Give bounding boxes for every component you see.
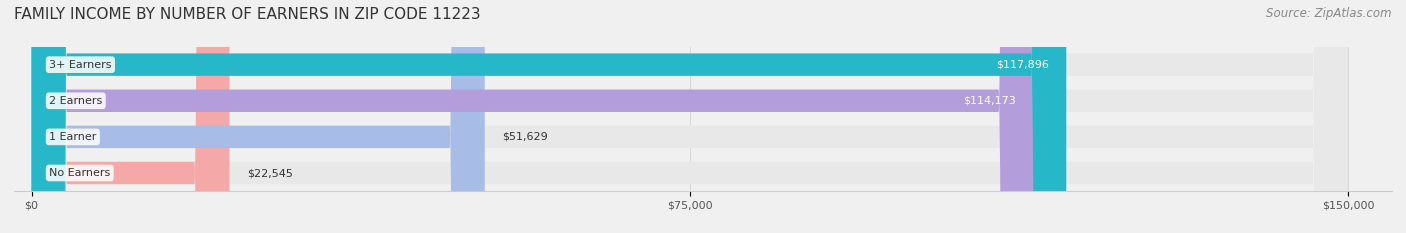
Text: 3+ Earners: 3+ Earners (49, 60, 111, 70)
Text: 1 Earner: 1 Earner (49, 132, 97, 142)
Text: $51,629: $51,629 (502, 132, 548, 142)
FancyBboxPatch shape (31, 0, 1348, 233)
Text: $114,173: $114,173 (963, 96, 1017, 106)
FancyBboxPatch shape (31, 0, 1066, 233)
Text: $117,896: $117,896 (995, 60, 1049, 70)
Text: No Earners: No Earners (49, 168, 111, 178)
FancyBboxPatch shape (31, 0, 1348, 233)
FancyBboxPatch shape (31, 0, 229, 233)
FancyBboxPatch shape (31, 0, 1348, 233)
FancyBboxPatch shape (31, 0, 485, 233)
FancyBboxPatch shape (31, 0, 1348, 233)
Text: 2 Earners: 2 Earners (49, 96, 103, 106)
Text: FAMILY INCOME BY NUMBER OF EARNERS IN ZIP CODE 11223: FAMILY INCOME BY NUMBER OF EARNERS IN ZI… (14, 7, 481, 22)
FancyBboxPatch shape (31, 0, 1033, 233)
Text: Source: ZipAtlas.com: Source: ZipAtlas.com (1267, 7, 1392, 20)
Text: $22,545: $22,545 (247, 168, 292, 178)
